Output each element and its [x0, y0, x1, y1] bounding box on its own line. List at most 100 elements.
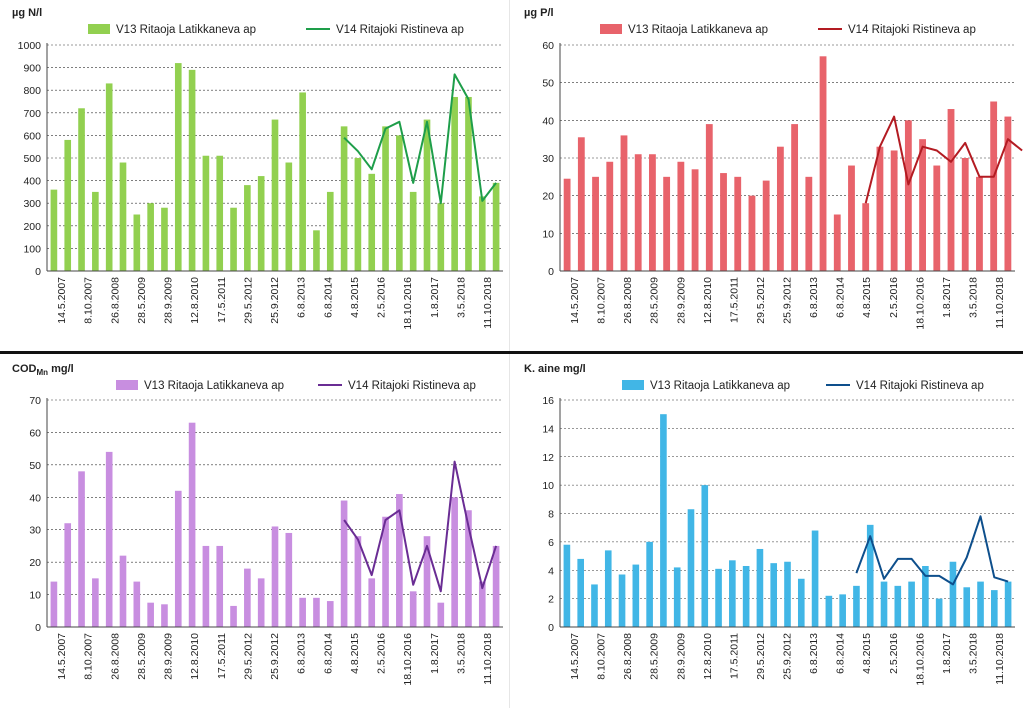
x-tick-label: 6.8.2014: [835, 633, 847, 674]
y-tick-label: 0: [35, 266, 41, 278]
bar: [620, 135, 628, 271]
bar: [687, 509, 695, 627]
bar: [563, 544, 571, 627]
legend-bar-swatch: [600, 24, 622, 34]
bar: [216, 545, 224, 627]
bar: [866, 524, 874, 627]
bar: [876, 146, 884, 271]
bar: [833, 214, 841, 271]
chart-4: K. aine mg/l V13 Ritaoja Latikkaneva ap V1…: [524, 363, 1015, 686]
x-tick-label: 26.8.2008: [622, 633, 634, 680]
y-tick-label: 0: [548, 622, 554, 634]
x-tick-label: 6.8.2014: [322, 277, 334, 318]
x-tick-label: 2.5.2016: [888, 633, 900, 674]
y-tick-label: 200: [23, 221, 41, 233]
bar: [409, 191, 417, 271]
x-tick-label: 28.9.2009: [163, 633, 175, 680]
bar: [437, 602, 445, 627]
bar: [188, 422, 196, 627]
vertical-divider: [509, 0, 510, 708]
x-tick-label: 4.8.2015: [349, 277, 361, 318]
bar: [478, 196, 486, 271]
x-tick-label: 12.8.2010: [702, 633, 714, 680]
x-tick-label: 29.5.2012: [755, 277, 767, 324]
bar: [133, 214, 141, 271]
y-tick-label: 6: [548, 537, 554, 549]
bar: [451, 497, 458, 627]
x-tick-label: 6.8.2013: [296, 633, 308, 674]
bar: [904, 120, 912, 271]
y-tick-label: 500: [23, 153, 41, 165]
chart-2: µg P/l V13 Ritaoja Latikkaneva ap V14 Rita…: [524, 7, 1023, 330]
bar: [691, 169, 699, 271]
legend-line-label: V14 Ritajoki Ristineva ap: [336, 24, 464, 36]
y-tick-label: 30: [29, 525, 41, 537]
bar: [705, 124, 713, 271]
bar: [660, 414, 667, 627]
chart-3: CODMn mg/l V13 Ritaoja Latikkaneva ap V14 …: [12, 363, 503, 686]
x-tick-label: 8.10.2007: [596, 633, 608, 680]
x-tick-label: 14.5.2007: [569, 633, 581, 680]
bar: [677, 161, 685, 271]
bar: [478, 581, 486, 627]
bar: [382, 516, 389, 627]
bar: [784, 561, 791, 627]
bar: [465, 96, 472, 271]
unit-main: K. aine mg/l: [524, 363, 586, 375]
x-tick-label: 2.5.2016: [376, 277, 388, 318]
x-tick-label: 3.5.2018: [455, 633, 467, 674]
bar: [848, 165, 855, 271]
bar: [819, 56, 827, 271]
bar: [299, 597, 306, 627]
x-tick-label: 18.10.2016: [914, 633, 926, 686]
bar: [604, 550, 612, 627]
bar: [880, 581, 888, 627]
bar: [354, 158, 362, 271]
x-tick-label: 28.9.2009: [675, 633, 687, 680]
bar: [715, 568, 722, 627]
bar: [742, 565, 750, 627]
bar: [382, 126, 389, 271]
x-tick-label: 12.8.2010: [189, 277, 201, 324]
bar: [577, 558, 584, 627]
x-tick-label: 6.8.2013: [808, 277, 820, 318]
bar: [563, 178, 571, 271]
x-tick-label: 17.5.2011: [728, 633, 740, 679]
y-tick-label: 100: [23, 243, 41, 255]
bar: [606, 161, 614, 271]
unit-suffix: mg/l: [48, 363, 74, 375]
x-tick-label: 25.9.2012: [782, 277, 794, 324]
bar: [78, 108, 85, 271]
bar: [592, 176, 599, 271]
x-tick-label: 12.8.2010: [189, 633, 201, 680]
bar: [961, 158, 969, 271]
x-tick-label: 28.5.2009: [136, 633, 148, 680]
x-tick-label: 8.10.2007: [83, 633, 95, 680]
bar: [862, 203, 870, 271]
chart-unit-label: K. aine mg/l: [524, 363, 586, 375]
y-tick-label: 10: [29, 590, 41, 602]
unit-main: µg N/l: [12, 7, 42, 19]
x-tick-label: 14.5.2007: [56, 633, 68, 680]
legend-bar-swatch: [88, 24, 110, 34]
bar: [119, 162, 127, 271]
bar: [409, 591, 417, 627]
bar: [720, 173, 727, 271]
bar: [949, 561, 957, 627]
x-tick-label: 11.10.2018: [994, 633, 1006, 685]
bar: [423, 119, 431, 271]
y-tick-label: 16: [542, 395, 554, 407]
bar: [577, 137, 585, 271]
x-tick-label: 18.10.2016: [402, 277, 414, 330]
bar: [133, 581, 141, 627]
chart-1: µg N/l V13 Ritaoja Latikkaneva ap V14 Rita…: [12, 7, 503, 330]
chart-unit-label: CODMn mg/l: [12, 363, 74, 377]
legend-bar-label: V13 Ritaoja Latikkaneva ap: [628, 24, 768, 36]
x-tick-label: 2.5.2016: [376, 633, 388, 674]
bar: [853, 585, 860, 627]
bar: [299, 92, 306, 272]
x-tick-label: 6.8.2014: [322, 633, 334, 674]
x-tick-label: 11.10.2018: [994, 277, 1006, 329]
y-tick-label: 4: [548, 565, 554, 577]
bar: [326, 191, 334, 271]
